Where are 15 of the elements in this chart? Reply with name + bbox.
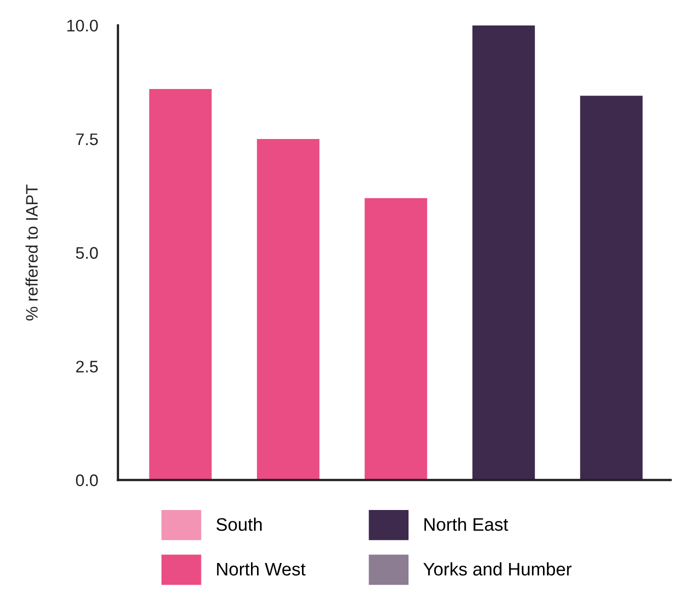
- legend-label: North West: [217, 562, 306, 576]
- legend-label: South: [216, 518, 262, 531]
- y-tick-label: 0.0: [76, 474, 98, 486]
- legend-label: Yorks and Humber: [423, 562, 572, 576]
- bar: [364, 198, 428, 480]
- y-axis-title: % reffered to IAPT: [26, 184, 38, 320]
- y-tick-label: 5.0: [76, 247, 98, 259]
- y-tick-label: 10.0: [67, 20, 98, 32]
- y-tick-label: 2.5: [76, 360, 98, 373]
- bar: [472, 25, 535, 480]
- y-tick-label: 7.5: [76, 134, 98, 146]
- bar: [580, 96, 643, 480]
- bar: [256, 138, 320, 480]
- bar: [149, 88, 212, 480]
- legend-label: North East: [424, 518, 508, 531]
